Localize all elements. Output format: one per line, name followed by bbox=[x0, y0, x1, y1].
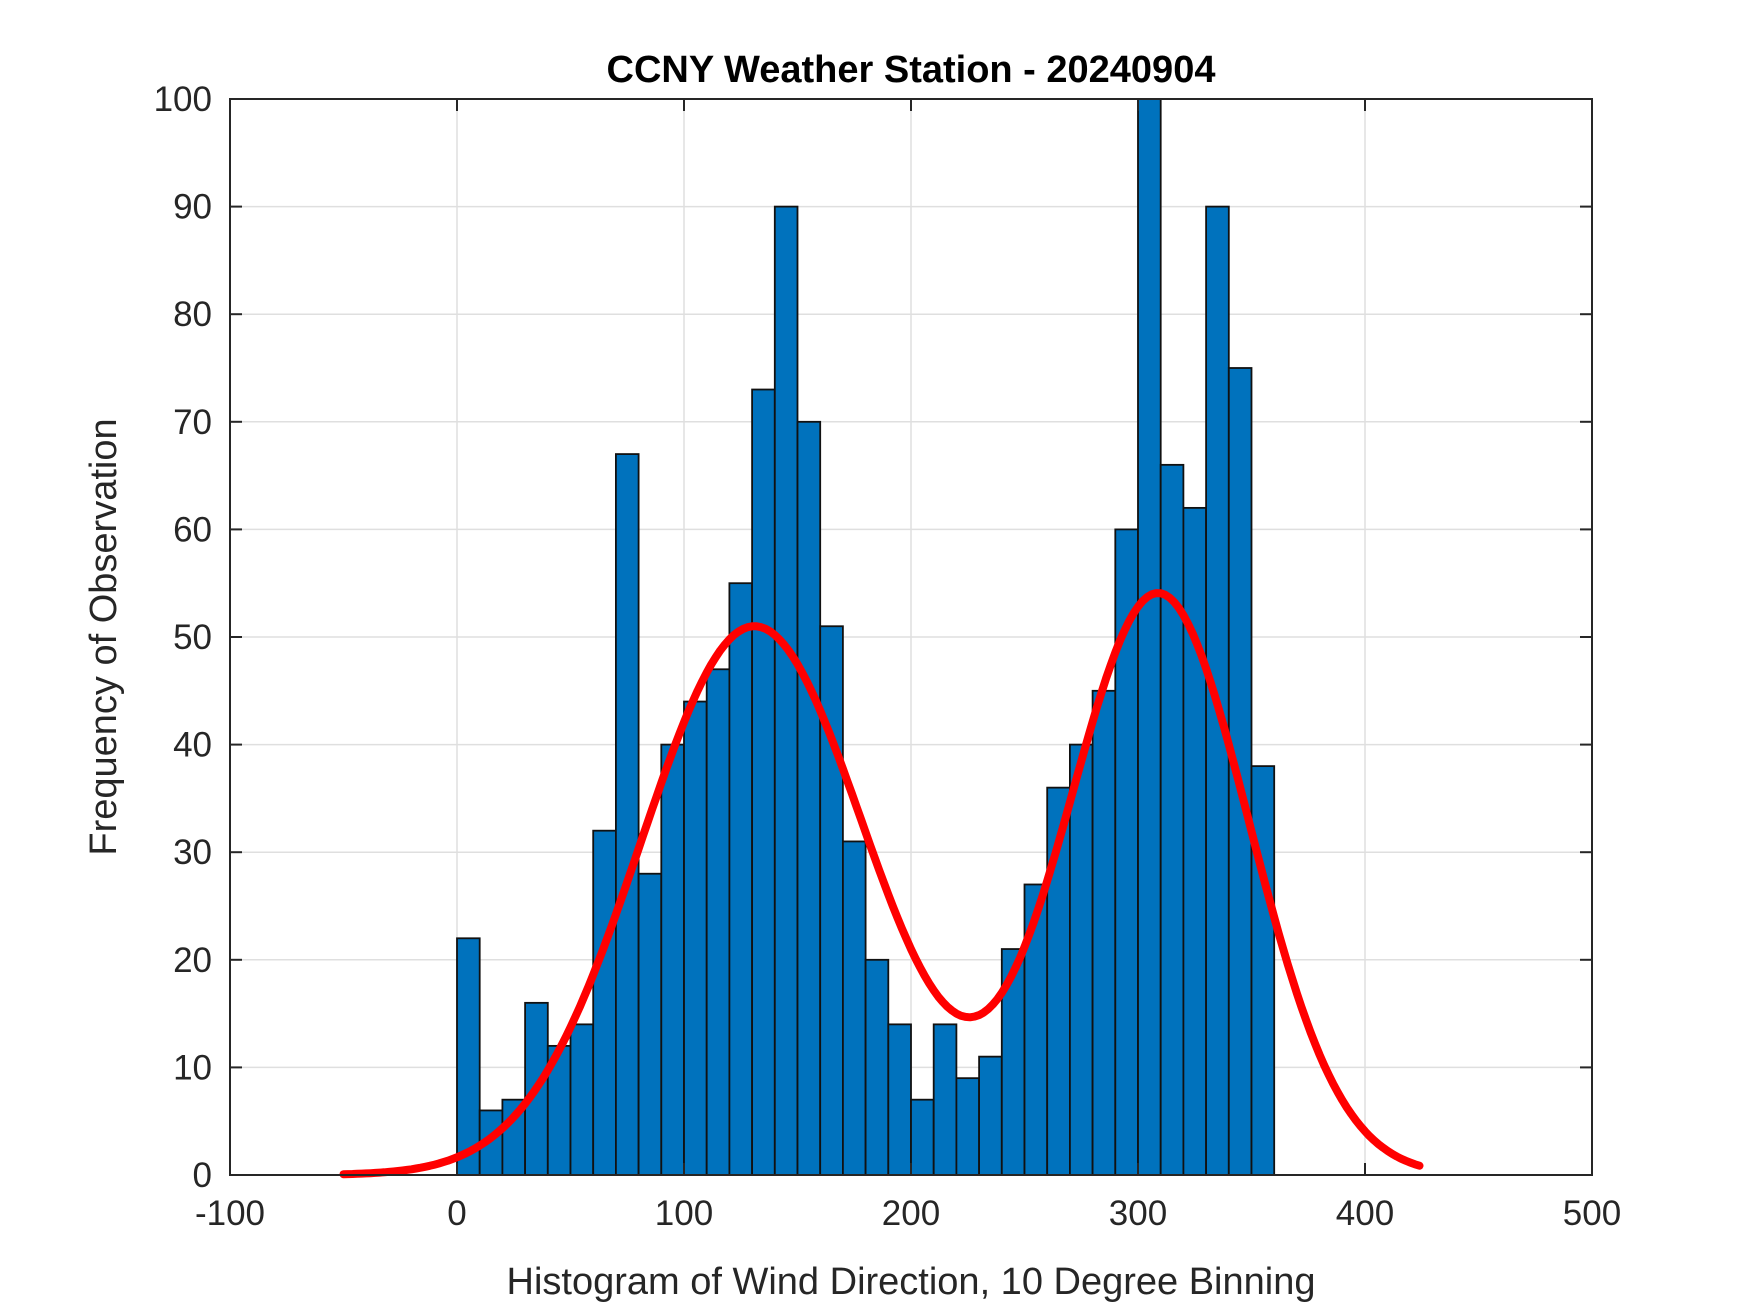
y-tick-label: 50 bbox=[173, 618, 212, 657]
histogram-bar bbox=[1250, 765, 1276, 1176]
histogram-bar bbox=[683, 700, 708, 1176]
histogram-bar bbox=[1091, 689, 1117, 1176]
histogram-bar bbox=[955, 1077, 981, 1176]
fit-curve-layer bbox=[339, 589, 1424, 1179]
histogram-bar bbox=[1182, 506, 1208, 1176]
histogram-bar bbox=[887, 1023, 912, 1176]
x-tick-labels: -100 0 100 200 300 400 500 bbox=[195, 1194, 1621, 1233]
histogram-bar bbox=[592, 829, 617, 1176]
histogram-bar bbox=[1069, 743, 1094, 1176]
histogram-bar bbox=[842, 840, 867, 1176]
x-tick-label: 300 bbox=[1109, 1194, 1167, 1233]
x-tick-label: 400 bbox=[1336, 1194, 1394, 1233]
histogram-bar bbox=[615, 453, 640, 1176]
histogram-bar bbox=[796, 420, 822, 1176]
histogram-bar bbox=[569, 1023, 595, 1176]
chart-title: CCNY Weather Station - 20240904 bbox=[607, 49, 1216, 91]
histogram-bar bbox=[1159, 463, 1185, 1176]
y-tick-label: 20 bbox=[173, 941, 212, 980]
y-tick-labels: 0 10 20 30 40 50 60 70 80 90 100 bbox=[154, 80, 212, 1195]
y-tick-label: 0 bbox=[193, 1156, 212, 1195]
y-tick-label: 10 bbox=[173, 1048, 212, 1087]
fit-curve bbox=[339, 589, 1424, 1179]
histogram-bar bbox=[932, 1023, 958, 1176]
tick-marks bbox=[229, 98, 1593, 1176]
histogram-bar bbox=[864, 958, 890, 1176]
y-tick-label: 90 bbox=[173, 188, 212, 227]
x-tick-label: 100 bbox=[655, 1194, 713, 1233]
y-tick-label: 60 bbox=[173, 510, 212, 549]
x-tick-label: 0 bbox=[447, 1194, 466, 1233]
histogram-bar bbox=[728, 582, 754, 1176]
grid-lines bbox=[229, 98, 1593, 1176]
histogram-bar bbox=[910, 1098, 935, 1176]
x-tick-label: -100 bbox=[195, 1194, 265, 1233]
y-tick-label: 80 bbox=[173, 295, 212, 334]
y-tick-label: 40 bbox=[173, 726, 212, 765]
histogram-bar bbox=[660, 743, 685, 1176]
x-tick-label: 500 bbox=[1563, 1194, 1621, 1233]
y-tick-label: 30 bbox=[173, 833, 212, 872]
y-tick-label: 70 bbox=[173, 403, 212, 442]
histogram-bar bbox=[456, 937, 481, 1176]
y-axis-label: Frequency of Observation bbox=[83, 418, 125, 855]
histogram-bar bbox=[1137, 98, 1162, 1176]
histogram-bar bbox=[637, 872, 663, 1176]
histogram-bar bbox=[751, 388, 776, 1176]
x-axis-label: Histogram of Wind Direction, 10 Degree B… bbox=[507, 1261, 1316, 1303]
histogram-bar bbox=[705, 668, 731, 1176]
histogram-bar bbox=[773, 205, 799, 1176]
y-tick-label: 100 bbox=[154, 80, 212, 119]
x-tick-label: 200 bbox=[882, 1194, 940, 1233]
histogram-bar bbox=[978, 1055, 1003, 1176]
